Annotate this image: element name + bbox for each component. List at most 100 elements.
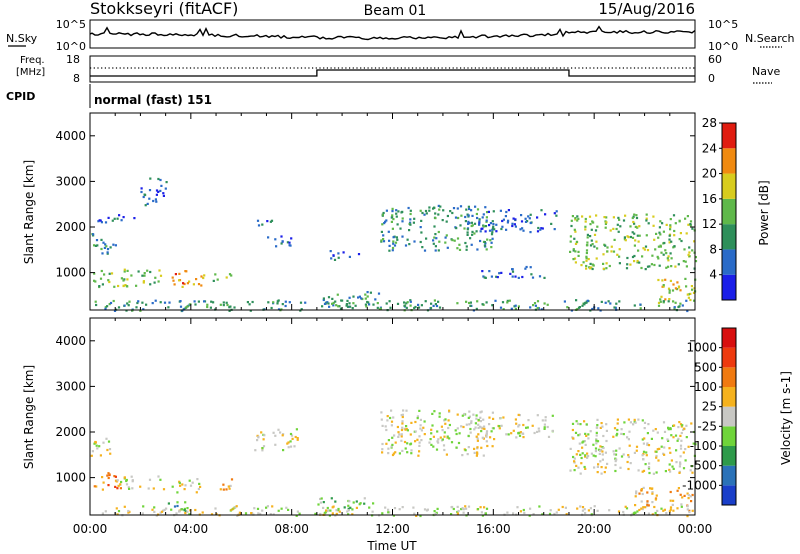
heatmap-cell [597,463,600,466]
heatmap-cell [605,267,608,270]
heatmap-cell [214,273,217,276]
heatmap-cell [160,510,164,513]
heatmap-cell [419,418,422,421]
heatmap-cell [290,434,294,437]
heatmap-cell [627,455,630,459]
heatmap-cell [174,273,177,276]
heatmap-cell [418,409,421,412]
heatmap-cell [320,497,323,500]
heatmap-cell [577,450,580,453]
heatmap-cell [435,237,438,240]
heatmap-cell [571,428,574,432]
heatmap-cell [636,261,639,264]
heatmap-cell [680,439,683,442]
heatmap-cell [222,301,225,304]
heatmap-cell [538,275,542,278]
heatmap-cell [146,202,149,205]
heatmap-cell [481,216,484,219]
colorbar-tick-label: 1000 [686,341,717,355]
heatmap-cell [472,413,475,416]
heatmap-cell [585,423,588,426]
heatmap-cell [501,301,505,304]
heatmap-cell [585,249,589,252]
heatmap-cell [669,225,672,228]
heatmap-cell [396,302,400,305]
heatmap-cell [107,216,110,219]
heatmap-cell [210,513,214,516]
heatmap-cell [678,471,681,474]
heatmap-cell [438,415,441,418]
heatmap-cell [655,232,658,235]
heatmap-cell [486,444,489,448]
heatmap-cell [508,299,511,302]
heatmap-cell [677,263,680,266]
heatmap-cell [643,427,646,430]
heatmap-cell [222,488,225,491]
heatmap-cell [147,487,150,490]
heatmap-cell [527,419,530,422]
heatmap-cell [456,413,459,416]
heatmap-cell [593,245,596,248]
heatmap-cell [495,230,498,233]
heatmap-cell [123,304,126,307]
heatmap-cell [569,469,572,472]
heatmap-cell [457,509,460,513]
heatmap-cell [189,509,192,512]
heatmap-cell [604,222,607,225]
heatmap-cell [484,230,487,233]
heatmap-cell [590,452,593,455]
heatmap-cell [452,207,456,210]
heatmap-cell [628,430,631,433]
heatmap-cell [117,484,120,487]
heatmap-cell [557,508,560,511]
x-tick-label: 12:00 [375,522,410,536]
heatmap-cell [444,236,447,239]
heatmap-cell [597,307,600,310]
heatmap-cell [349,506,352,509]
heatmap-cell [663,430,667,433]
heatmap-cell [391,214,394,217]
heatmap-cell [122,216,125,219]
heatmap-cell [618,248,621,251]
heatmap-cell [685,299,688,302]
heatmap-cell [348,255,351,258]
noise-right-tick-top: 10^5 [708,18,738,31]
heatmap-cell [678,421,681,424]
heatmap-cell [482,213,485,216]
heatmap-cell [114,485,117,488]
heatmap-cell [492,225,495,228]
heatmap-cell [228,487,231,490]
heatmap-cell [678,219,681,222]
heatmap-cell [456,505,459,508]
heatmap-cell [673,424,676,427]
heatmap-cell [517,305,520,308]
y-tick-label: 1000 [55,471,86,485]
heatmap-cell [486,238,489,241]
heatmap-cell [645,217,648,220]
heatmap-cell [658,447,661,450]
heatmap-cell [685,436,688,439]
heatmap-cell [659,244,662,247]
heatmap-cell [601,425,604,428]
heatmap-cell [617,216,620,219]
colorbar-swatch [722,367,736,387]
heatmap-cell [172,279,175,282]
heatmap-cell [338,305,341,308]
colorbar-tick-label: 24 [702,141,717,155]
heatmap-cell [676,489,679,492]
heatmap-cell [585,267,588,270]
heatmap-cell [233,306,236,309]
heatmap-cell [106,252,109,255]
heatmap-cell [511,224,514,228]
heatmap-cell [584,225,587,228]
heatmap-cell [624,214,627,217]
heatmap-cell [257,435,260,438]
heatmap-cell [364,297,367,300]
heatmap-cell [456,510,459,514]
heatmap-cell [652,472,655,475]
heatmap-cell [144,204,147,207]
heatmap-cell [106,251,109,254]
heatmap-cell [185,306,188,309]
heatmap-cell [658,231,661,234]
